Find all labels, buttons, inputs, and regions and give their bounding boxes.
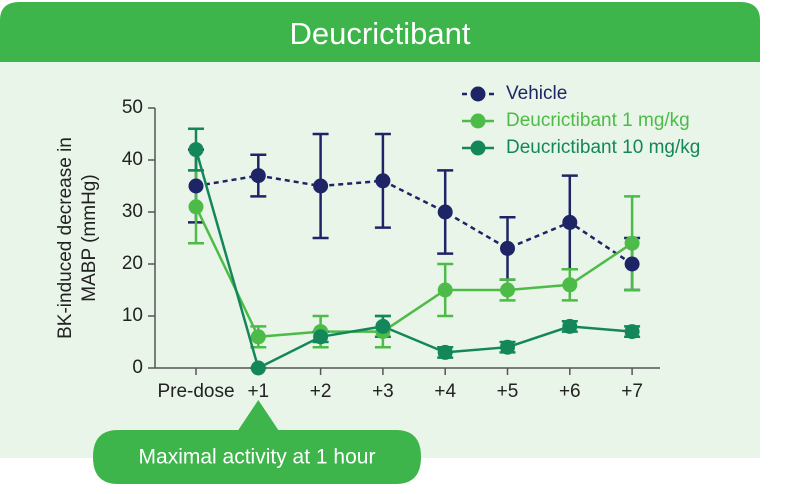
y-tick-label: 0: [132, 357, 143, 378]
data-point: [624, 235, 640, 251]
legend-label: Vehicle: [506, 83, 567, 104]
data-point: [562, 214, 578, 230]
legend-label: Deucrictibant 1 mg/kg: [506, 110, 690, 131]
y-tick-label: 20: [122, 253, 143, 274]
data-point: [188, 142, 204, 158]
callout-text: Maximal activity at 1 hour: [139, 446, 376, 469]
x-tick-label: +5: [497, 381, 519, 402]
y-axis-label-line: MABP (mmHg): [79, 174, 100, 301]
data-point: [624, 324, 640, 340]
data-point: [500, 282, 515, 298]
x-tick-label: Pre-dose: [157, 381, 234, 402]
legend-marker: [470, 86, 486, 102]
chart-title: Deucrictibant: [290, 16, 471, 51]
data-point: [250, 329, 266, 345]
data-point: [562, 277, 578, 293]
data-point: [437, 344, 453, 360]
series-line: [194, 206, 633, 339]
data-point: [250, 360, 266, 376]
data-point: [437, 282, 453, 298]
y-axis-label: BK-induced decrease in MABP (mmHg): [55, 137, 100, 339]
x-tick-label: +2: [310, 381, 332, 402]
data-point: [313, 178, 329, 194]
x-tick-label: +7: [621, 381, 643, 402]
title-banner: [0, 2, 760, 62]
data-point: [562, 318, 578, 334]
y-tick-label: 50: [122, 97, 143, 118]
data-point: [188, 178, 204, 194]
legend-label: Deucrictibant 10 mg/kg: [506, 137, 700, 158]
y-tick-label: 40: [122, 149, 143, 170]
y-tick-label: 10: [122, 305, 143, 326]
data-point: [375, 173, 391, 189]
data-point: [313, 329, 329, 345]
callout-bubble: [93, 400, 421, 484]
y-tick-label: 30: [122, 201, 143, 222]
data-point: [624, 256, 640, 272]
x-tick-label: +6: [559, 381, 581, 402]
data-point: [375, 318, 391, 334]
data-point: [188, 199, 204, 215]
legend-marker: [470, 140, 486, 156]
series-line: [194, 149, 633, 370]
data-point: [250, 168, 266, 184]
legend-marker: [470, 113, 486, 129]
y-axis-label-line: BK-induced decrease in: [55, 137, 76, 339]
series-line: [195, 174, 633, 266]
data-point: [500, 339, 515, 355]
plot: 0 10 20 30 40 50 Pre-dose +1 +2 +3 +4 +5 +6 +7 BK-indu…: [55, 83, 700, 484]
data-point: [500, 240, 515, 256]
data-point: [437, 204, 453, 220]
x-tick-label: +4: [434, 381, 456, 402]
x-tick-label: +3: [372, 381, 394, 402]
x-tick-label: +1: [247, 381, 269, 402]
